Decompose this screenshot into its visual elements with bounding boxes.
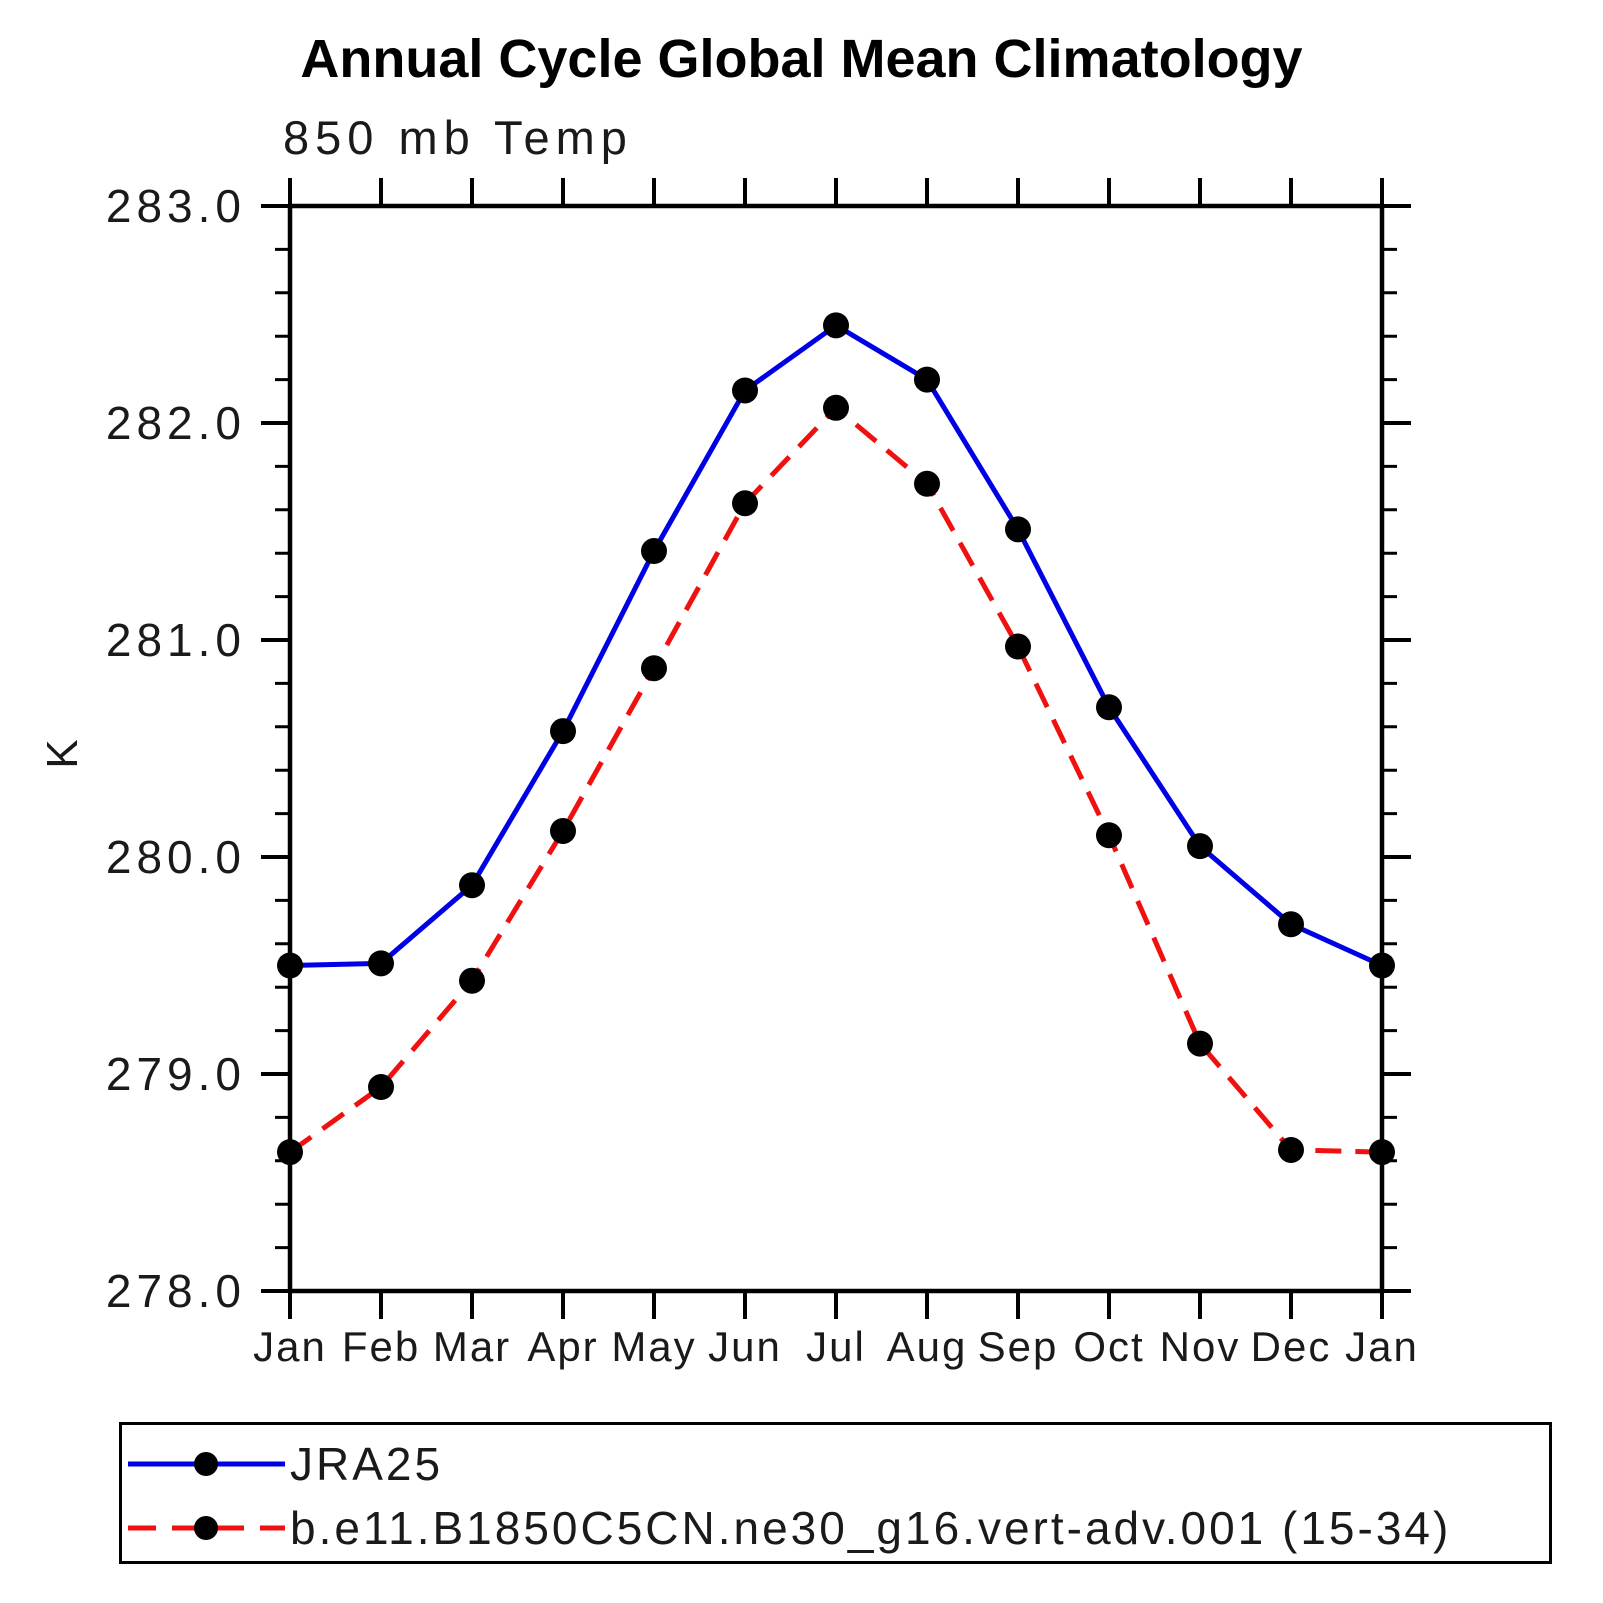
data-point-marker [1278, 1136, 1304, 1163]
data-point-marker [1187, 1030, 1213, 1057]
x-tick-label: Feb [342, 1323, 420, 1370]
series-line-model [288, 405, 1383, 1155]
data-point-marker [641, 655, 667, 682]
data-point-marker [1369, 952, 1395, 979]
data-point-marker [1369, 1139, 1395, 1166]
data-point-marker [368, 950, 394, 977]
legend-marker-icon [194, 1452, 218, 1476]
axis-subtitle: 850 mb Temp [283, 111, 633, 164]
y-tick-label: 282.0 [106, 397, 246, 449]
legend-entry-model: b.e11.B1850C5CN.ne30_g16.vert-adv.001 (1… [128, 1502, 1452, 1554]
data-point-marker [277, 952, 303, 979]
legend-label-model: b.e11.B1850C5CN.ne30_g16.vert-adv.001 (1… [290, 1502, 1452, 1554]
data-point-marker [1096, 822, 1122, 849]
legend-sample-solid-line [128, 1452, 285, 1476]
legend-sample-dashed-line [128, 1516, 285, 1540]
data-point-marker [732, 490, 758, 517]
month-ticks [288, 178, 1384, 1319]
x-tick-label: May [611, 1323, 696, 1370]
x-tick-label: Jun [708, 1323, 782, 1370]
data-point-marker [459, 872, 485, 899]
data-point-marker [368, 1074, 394, 1101]
data-point-marker [1096, 694, 1122, 721]
x-tick-label: Aug [887, 1323, 968, 1370]
legend-box: JRA25 b.e11.B1850C5CN.ne30_g16.vert-adv.… [119, 1422, 1552, 1564]
legend-entry-jra25: JRA25 [128, 1438, 444, 1490]
data-point-marker [1005, 633, 1031, 660]
x-tick-label: Nov [1160, 1323, 1241, 1370]
plot-frame [287, 203, 1385, 1294]
data-point-marker [1187, 833, 1213, 860]
x-tick-label: Apr [527, 1323, 598, 1370]
y-tick-label: 278.0 [106, 1265, 246, 1317]
series-line-jra25 [289, 322, 1384, 968]
x-tick-label: Mar [433, 1323, 511, 1370]
data-point-marker [1005, 516, 1031, 543]
data-point-marker [641, 538, 667, 565]
y-tick-label: 279.0 [106, 1048, 246, 1100]
x-tick-label: Sep [978, 1323, 1059, 1370]
x-tick-label: Oct [1073, 1323, 1144, 1370]
data-point-marker [277, 1139, 303, 1166]
data-point-marker [914, 366, 940, 393]
data-point-marker [459, 967, 485, 994]
data-point-marker [823, 312, 849, 339]
data-point-marker [914, 470, 940, 497]
x-tick-label: Jan [1345, 1323, 1419, 1370]
data-point-marker [1278, 911, 1304, 938]
data-point-marker [732, 377, 758, 404]
data-point-marker [550, 817, 576, 844]
legend-label-jra25: JRA25 [290, 1438, 444, 1490]
x-tick-label: Jul [806, 1323, 866, 1370]
y-tick-label: 280.0 [106, 831, 246, 883]
chart-title: Annual Cycle Global Mean Climatology [300, 29, 1303, 89]
y-tick-label: 281.0 [106, 614, 246, 666]
x-tick-label: Jan [253, 1323, 327, 1370]
legend-marker-icon [194, 1516, 218, 1540]
y-tick-label: 283.0 [106, 180, 246, 232]
y-major-ticks [261, 204, 1411, 1293]
data-point-marker [550, 718, 576, 745]
data-point-marker [823, 394, 849, 421]
x-tick-label: Dec [1251, 1323, 1332, 1370]
